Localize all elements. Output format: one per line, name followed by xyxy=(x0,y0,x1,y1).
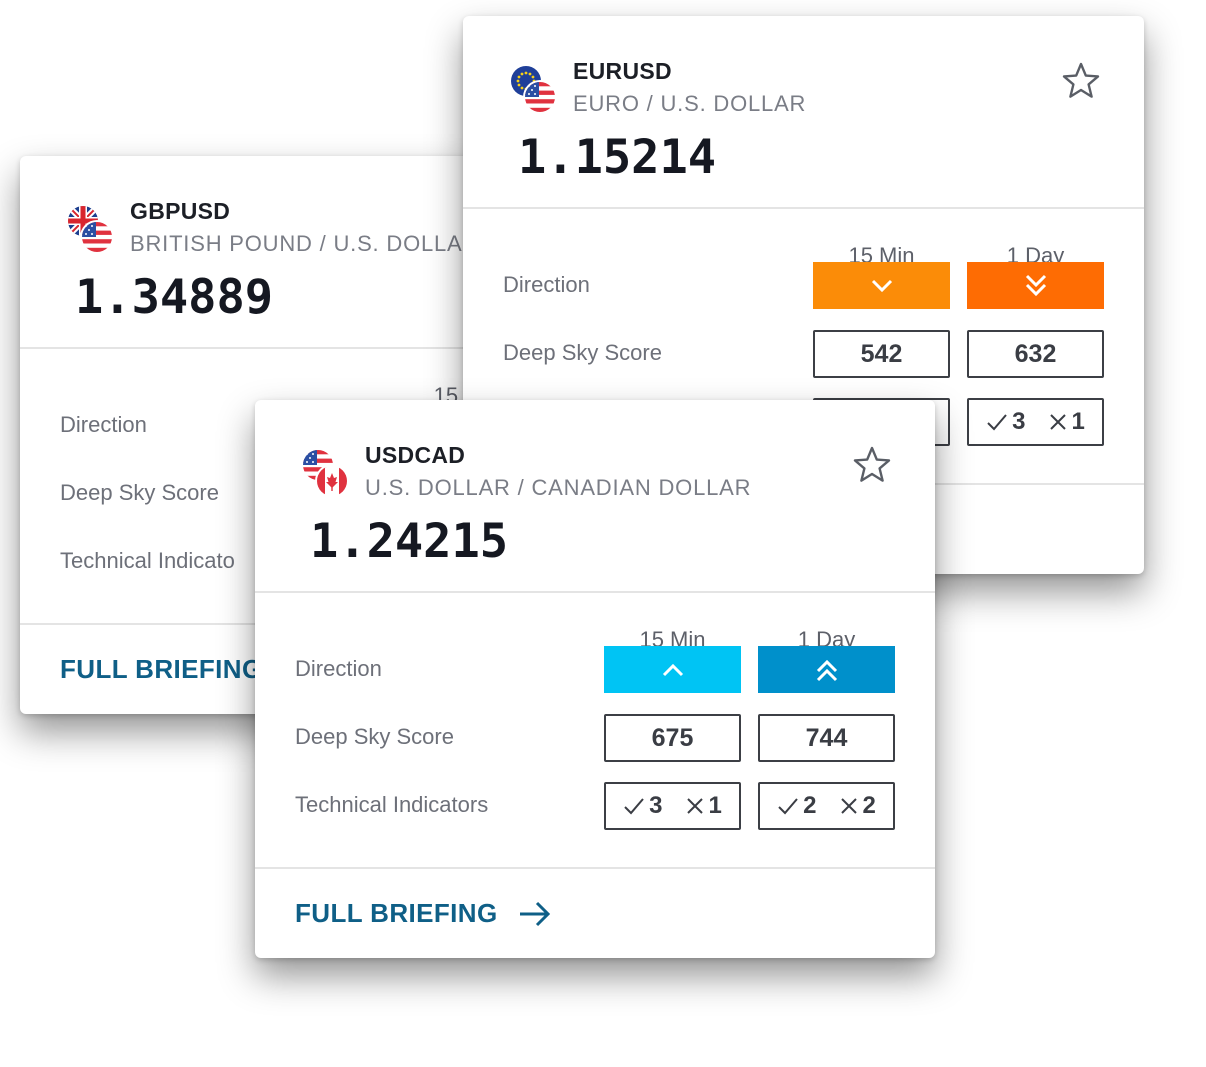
indicators-fail-count: 2 xyxy=(862,792,876,819)
direction-1day-strong-up xyxy=(758,646,895,693)
canada-flag-icon xyxy=(317,466,347,496)
score-15min: 675 xyxy=(604,714,741,762)
direction-1day-strong-down xyxy=(967,262,1104,309)
row-label-direction: Direction xyxy=(60,412,147,437)
indicators-15min: 3 1 xyxy=(604,782,741,830)
indicators-fail-count: 1 xyxy=(1071,408,1085,435)
row-label-technical-indicators: Technical Indicato xyxy=(60,548,235,573)
indicators-1day: 3 1 xyxy=(967,398,1104,446)
direction-15min-down xyxy=(813,262,950,309)
cross-icon xyxy=(840,798,857,814)
card-header: EURUSD EURO / U.S. DOLLAR 1.15214 xyxy=(463,16,1144,209)
pair-full-name: U.S. DOLLAR / CANADIAN DOLLAR xyxy=(365,475,752,500)
double-chevron-down-icon xyxy=(1025,274,1046,296)
currency-flags xyxy=(68,206,112,254)
card-header: GBPUSD BRITISH POUND / U.S. DOLLAR 1.348… xyxy=(20,156,490,349)
indicators-pass-count: 2 xyxy=(803,792,817,819)
footer-divider xyxy=(255,867,935,869)
us-flag-icon xyxy=(525,82,555,112)
indicators-1day: 2 2 xyxy=(758,782,895,830)
pair-full-name: BRITISH POUND / U.S. DOLLAR xyxy=(130,231,480,256)
row-label-technical-indicators: Technical Indicators xyxy=(295,792,489,817)
favorite-star-icon[interactable] xyxy=(851,444,893,486)
favorite-star-icon[interactable] xyxy=(1060,60,1102,102)
row-label-deep-sky-score: Deep Sky Score xyxy=(503,340,662,365)
pair-symbol: USDCAD xyxy=(365,442,466,468)
pair-full-name: EURO / U.S. DOLLAR xyxy=(573,91,807,116)
check-icon xyxy=(624,798,644,815)
full-briefing-label: FULL BRIEFING xyxy=(295,898,498,928)
us-flag-icon xyxy=(82,222,112,252)
chevron-down-icon xyxy=(871,279,892,292)
currency-flags xyxy=(511,66,555,114)
row-label-deep-sky-score: Deep Sky Score xyxy=(295,724,454,749)
row-label-direction: Direction xyxy=(295,656,382,681)
arrow-right-icon xyxy=(519,901,550,926)
indicators-pass-count: 3 xyxy=(649,792,663,819)
score-15min: 542 xyxy=(813,330,950,378)
usdcad-card[interactable]: USDCAD U.S. DOLLAR / CANADIAN DOLLAR 1.2… xyxy=(255,400,935,958)
score-1day: 632 xyxy=(967,330,1104,378)
cross-icon xyxy=(686,798,703,814)
chevron-up-icon xyxy=(662,663,683,676)
full-briefing-link[interactable]: FULL BRIEFING xyxy=(60,654,263,685)
row-label-deep-sky-score: Deep Sky Score xyxy=(60,480,219,505)
pair-price: 1.15214 xyxy=(518,130,717,185)
check-icon xyxy=(778,798,798,815)
full-briefing-label: FULL BRIEFING xyxy=(60,654,263,684)
double-chevron-up-icon xyxy=(816,659,837,681)
indicators-fail-count: 1 xyxy=(708,792,722,819)
check-icon xyxy=(987,414,1007,431)
pair-price: 1.24215 xyxy=(310,514,509,569)
pair-price: 1.34889 xyxy=(75,270,274,325)
full-briefing-link[interactable]: FULL BRIEFING xyxy=(295,898,552,929)
direction-15min-up xyxy=(604,646,741,693)
card-header: USDCAD U.S. DOLLAR / CANADIAN DOLLAR 1.2… xyxy=(255,400,935,593)
score-1day: 744 xyxy=(758,714,895,762)
row-label-direction: Direction xyxy=(503,272,590,297)
cross-icon xyxy=(1049,414,1066,430)
indicators-pass-count: 3 xyxy=(1012,408,1026,435)
pair-symbol: EURUSD xyxy=(573,58,672,84)
currency-flags xyxy=(303,450,347,498)
pair-symbol: GBPUSD xyxy=(130,198,231,224)
